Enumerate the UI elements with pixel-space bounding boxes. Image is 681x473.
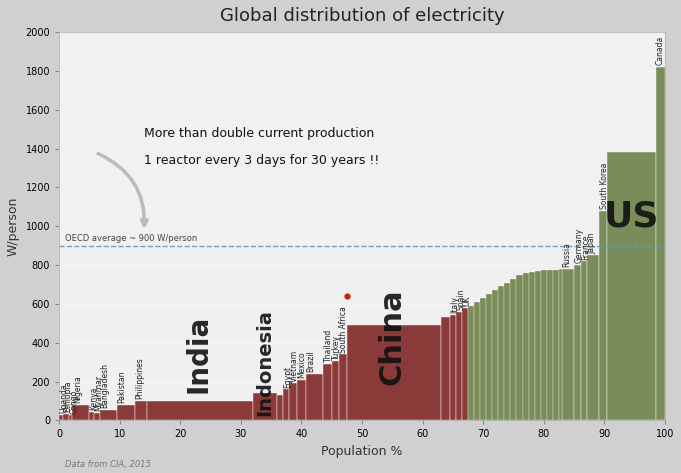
Text: Philippines: Philippines <box>135 358 144 399</box>
Bar <box>283 389 289 420</box>
Text: Indonesia: Indonesia <box>255 309 274 416</box>
Y-axis label: W/person: W/person <box>7 196 20 256</box>
Bar <box>547 270 553 420</box>
Text: Spain: Spain <box>456 289 465 310</box>
Bar <box>505 282 511 420</box>
Text: Bangladesh: Bangladesh <box>101 363 110 408</box>
Bar <box>582 261 587 420</box>
Bar <box>332 361 339 420</box>
Bar <box>289 384 297 420</box>
Text: UK: UK <box>462 296 471 306</box>
Bar <box>516 275 522 420</box>
Text: India: India <box>185 315 212 394</box>
Bar <box>535 271 541 420</box>
Text: Japan: Japan <box>588 232 597 254</box>
Bar <box>297 379 306 420</box>
Text: Italy: Italy <box>450 296 459 313</box>
Text: Russia: Russia <box>563 243 571 267</box>
Text: OECD average ~ 900 W/person: OECD average ~ 900 W/person <box>65 234 197 243</box>
Bar <box>450 315 456 420</box>
Bar <box>63 413 69 420</box>
Text: Nigeria: Nigeria <box>73 376 82 403</box>
Bar <box>135 401 147 420</box>
Bar <box>553 270 559 420</box>
Text: Mexico: Mexico <box>297 351 306 378</box>
Text: Brazil: Brazil <box>306 350 315 372</box>
Bar <box>468 306 474 420</box>
Bar <box>599 210 607 420</box>
Bar <box>462 308 468 420</box>
Text: Ethiopia: Ethiopia <box>63 380 72 412</box>
Title: Global distribution of electricity: Global distribution of electricity <box>220 7 505 25</box>
Bar <box>94 412 100 420</box>
Text: China: China <box>378 289 407 385</box>
Bar <box>522 273 528 420</box>
Bar <box>456 312 462 420</box>
Bar <box>528 272 535 420</box>
Text: Vietnam: Vietnam <box>289 350 299 382</box>
Text: France: France <box>582 234 590 260</box>
Bar <box>492 290 498 420</box>
Text: Kenya: Kenya <box>90 387 99 410</box>
Bar <box>69 415 72 420</box>
Bar <box>498 286 505 420</box>
Text: Egypt: Egypt <box>283 366 293 388</box>
Text: Thailand: Thailand <box>323 329 332 362</box>
Bar <box>253 393 277 420</box>
Bar <box>147 401 253 420</box>
Bar <box>480 298 486 420</box>
Text: More than double current production: More than double current production <box>144 126 374 140</box>
Bar <box>100 410 116 420</box>
Text: US: US <box>604 200 659 234</box>
Text: 1 reactor every 3 days for 30 years !!: 1 reactor every 3 days for 30 years !! <box>144 154 379 166</box>
Bar <box>562 269 574 420</box>
X-axis label: Population %: Population % <box>321 445 402 458</box>
Bar <box>89 412 94 420</box>
Bar <box>607 152 656 420</box>
Bar <box>59 415 63 420</box>
Bar <box>574 265 582 420</box>
Bar <box>474 302 480 420</box>
Bar <box>511 279 516 420</box>
Bar <box>559 269 562 420</box>
Bar <box>441 317 450 420</box>
Bar <box>347 325 441 420</box>
Text: Canada: Canada <box>656 36 665 65</box>
Bar <box>587 255 599 420</box>
Text: Uganda: Uganda <box>59 384 69 413</box>
Bar <box>277 395 283 420</box>
Text: Germany: Germany <box>574 228 584 263</box>
Text: Congo: Congo <box>69 390 78 414</box>
Bar <box>486 294 492 420</box>
Bar <box>323 364 332 420</box>
Text: Data from CIA, 2015: Data from CIA, 2015 <box>65 460 151 469</box>
Text: South Africa: South Africa <box>339 306 348 353</box>
Bar <box>541 270 547 420</box>
Bar <box>72 405 89 420</box>
Text: South Korea: South Korea <box>600 163 609 209</box>
Text: Myanmar: Myanmar <box>94 375 103 411</box>
Bar <box>306 374 323 420</box>
Text: Turkey: Turkey <box>332 334 341 359</box>
Text: Pakistan: Pakistan <box>117 371 126 403</box>
Bar <box>339 354 347 420</box>
Bar <box>116 405 135 420</box>
Bar <box>656 67 665 420</box>
Bar <box>59 32 665 245</box>
